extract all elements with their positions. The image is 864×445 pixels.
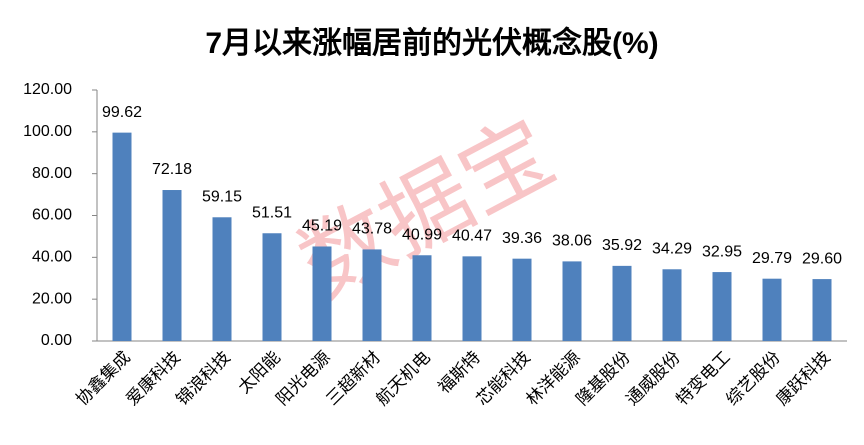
x-tick-label: 康跃科技 [772,348,834,410]
bar [462,256,482,341]
data-label: 34.29 [652,240,692,257]
chart-title: 7月以来涨幅居前的光伏概念股(%) [205,26,658,60]
bar [262,233,282,341]
data-label: 35.92 [602,237,642,254]
y-tick-label: 20.00 [32,290,72,307]
bar [762,278,782,341]
data-label: 43.78 [352,221,392,238]
bar [612,265,632,341]
bar [212,217,232,341]
bar [562,261,582,341]
data-label: 51.51 [252,204,292,221]
data-label: 40.47 [452,228,492,245]
x-tick-label: 爱康科技 [122,348,184,410]
x-tick-label: 通威股份 [622,348,684,410]
x-tick-label: 三超新材 [322,348,384,410]
x-tick-label: 综艺股份 [722,348,784,410]
x-tick-label: 林洋能源 [522,348,584,410]
data-label: 29.60 [802,250,842,267]
x-tick-label: 航天机电 [372,348,434,410]
x-tick-label: 锦浪科技 [172,348,234,410]
data-label: 72.18 [152,161,192,178]
y-tick-label: 100.00 [23,123,72,140]
y-tick-label: 40.00 [32,249,72,266]
x-tick-label: 芯能科技 [472,348,534,410]
data-label: 99.62 [102,104,142,121]
data-label: 29.79 [752,250,792,267]
x-tick-label: 协鑫集成 [72,348,134,410]
bar [412,255,432,341]
bar [112,132,132,341]
y-tick-label: 120.00 [23,81,72,98]
data-label: 40.99 [402,226,442,243]
data-label: 32.95 [702,243,742,260]
x-tick-label: 阳光电源 [272,348,334,410]
data-label: 39.36 [502,230,542,247]
bar [712,272,732,341]
data-label: 38.06 [552,233,592,250]
data-label: 59.15 [202,188,242,205]
bar [812,279,832,341]
y-tick-label: 80.00 [32,165,72,182]
bar [362,249,382,341]
bar [662,269,682,341]
x-tick-label: 隆基股份 [572,348,634,410]
y-tick-label: 60.00 [32,207,72,224]
bar [312,246,332,341]
bar [162,190,182,341]
x-tick-label: 特变电工 [672,348,734,410]
bar [512,258,532,341]
data-label: 45.19 [302,218,342,235]
y-tick-label: 0.00 [41,332,72,349]
